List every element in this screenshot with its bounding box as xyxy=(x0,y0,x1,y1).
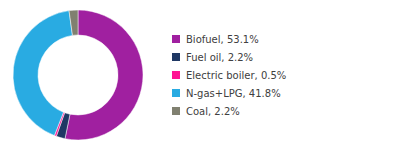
svg-text:N-gas+LPG, 41.8%: N-gas+LPG, 41.8% xyxy=(186,88,281,99)
svg-text:Biofuel, 53.1%: Biofuel, 53.1% xyxy=(186,34,259,45)
svg-text:Coal, 2.2%: Coal, 2.2% xyxy=(186,106,240,117)
svg-text:Electric boiler, 0.5%: Electric boiler, 0.5% xyxy=(186,70,286,81)
svg-text:Fuel oil, 2.2%: Fuel oil, 2.2% xyxy=(186,52,253,63)
